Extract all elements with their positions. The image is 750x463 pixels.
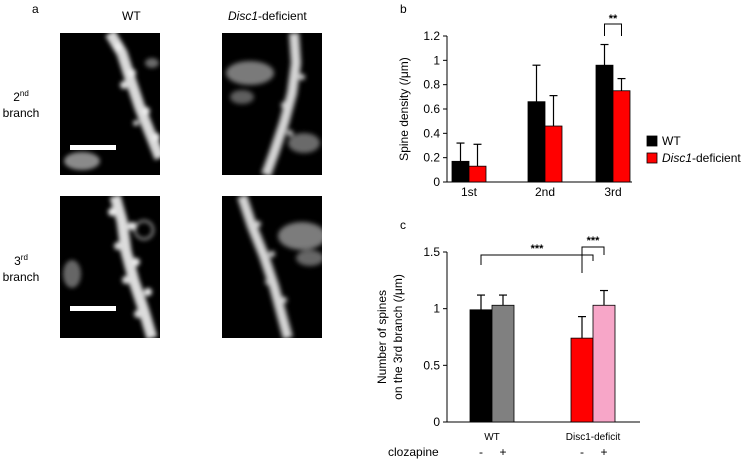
y-tick-label: 0.4 [423,126,440,140]
y-tick-label: 0 [433,415,440,429]
y-tick-label: 0.2 [423,151,440,165]
row-ordinal-suffix: nd [19,89,29,98]
disc1-suffix: -deficient [258,9,307,23]
y-tick-label: 1 [433,53,440,67]
y-tick-label: 0.5 [423,358,440,372]
scale-bar [70,145,116,150]
legend-swatch-wt [646,135,658,147]
significance-bracket [604,23,622,36]
row-label-3rd-branch: 3rd branch [0,250,42,285]
y-tick-label: 1.5 [423,245,440,259]
row-label-2nd-branch: 2nd branch [0,86,42,121]
y-axis-label-line2: on the 3rd branch (/μm) [391,274,405,400]
bar-disc1-1st [468,165,487,183]
y-tick-label: 1.2 [423,29,440,43]
row-branch-word: branch [2,106,40,120]
row-ordinal: 3 [14,254,21,268]
significance-label: ** [609,13,618,25]
legend-label-wt: WT [662,134,681,148]
x-tick-label: 1st [461,185,478,199]
y-tick-label: 0.8 [423,78,440,92]
significance-bracket-wt-vs-disc1 [480,254,594,265]
chart-b-spine-density: 0 0.2 0.4 0.6 0.8 1 1.2 Spine density (/μm) 1st 2… [397,13,741,199]
clozapine-sign: - [580,445,584,459]
y-axis-label-line1: Number of spines [375,290,389,384]
bar-wt-2nd [527,101,546,183]
legend-italic-part: Disc1 [662,151,692,165]
x-tick-label: 3rd [604,185,621,199]
y-axis-label: Spine density (/μm) [397,57,411,161]
y-tick-label: 0.6 [423,102,440,116]
disc1-gene-italic: Disc1 [228,9,259,23]
clozapine-row-label: clozapine [388,445,439,459]
bar-wt-3rd [595,64,614,183]
clozapine-sign: - [479,445,483,459]
group-label-disc1: Disc1-deficit [566,432,621,443]
bar-wt-clozapine-minus [469,309,493,423]
bar-disc1-clozapine-minus [570,337,594,423]
panel-c-letter: c [400,218,406,232]
bar-disc1-3rd [612,90,631,183]
micrograph-disc1-2nd-branch [222,33,322,175]
y-tick-label: 0 [433,175,440,189]
legend-suffix-part: -deficient [692,151,741,165]
clozapine-sign: + [600,445,607,459]
column-header-wt: WT [122,9,141,23]
bar-wt-clozapine-plus [491,304,515,423]
bar-disc1-clozapine-plus [592,304,616,423]
clozapine-sign: + [499,445,506,459]
legend-label-disc1: Disc1-deficient [662,151,741,165]
x-tick-label: 2nd [535,185,555,199]
group-label-wt: WT [484,432,500,443]
significance-label: *** [587,235,601,247]
micrograph-wt-2nd-branch [60,33,160,175]
chart-c-spines-3rd-branch: 0 0.5 1 1.5 Number of spines on the 3rd branc… [375,235,640,459]
row-branch-word: branch [2,270,40,284]
legend-swatch-disc1 [646,152,658,164]
row-ordinal: 2 [13,90,20,104]
bar-wt-1st [451,160,470,183]
panel-b-letter: b [400,2,407,16]
significance-label: *** [531,243,545,255]
column-header-disc1: Disc1-deficient [228,9,307,23]
significance-bracket-clozapine [581,246,605,273]
micrograph-wt-3rd-branch [60,196,160,338]
micrograph-disc1-3rd-branch [222,196,322,338]
y-tick-label: 1 [433,302,440,316]
bar-disc1-2nd [544,125,563,183]
scale-bar [70,306,116,311]
row-ordinal-suffix: rd [20,253,28,262]
panel-a-letter: a [32,2,39,16]
